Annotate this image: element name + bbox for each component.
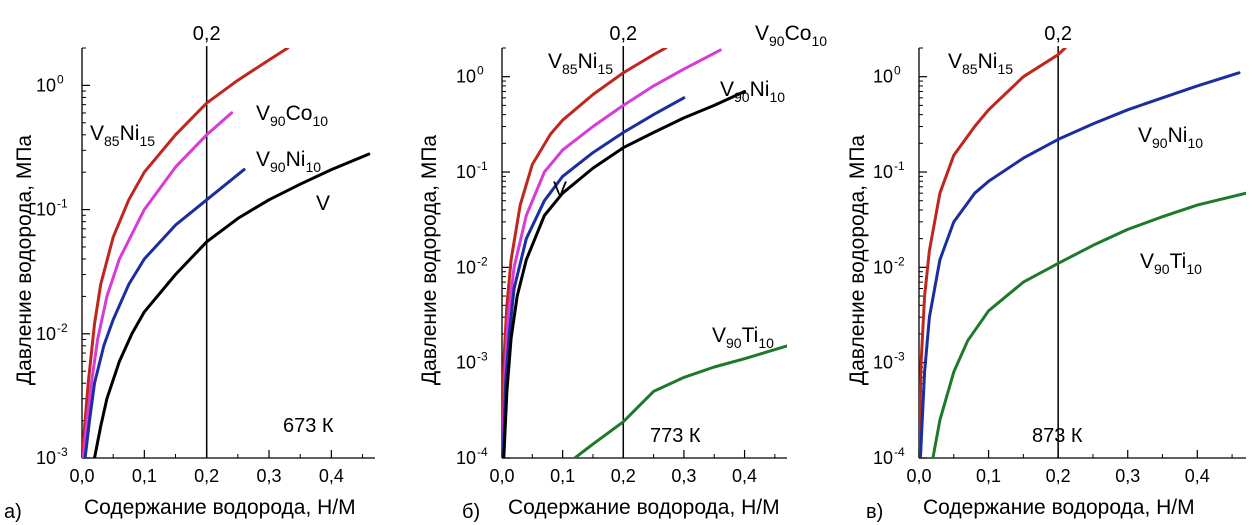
- panel-b: б) 773 К Содержание водорода, Н/М Давлен…: [418, 22, 827, 523]
- x-axis-label: Содержание водорода, Н/М: [84, 496, 356, 519]
- x-tick-label: 0,0: [906, 466, 931, 486]
- x-tick-label: 0,4: [1185, 466, 1210, 486]
- x-tick-label: 0,3: [671, 466, 696, 486]
- series-line-V90Ni10: [919, 71, 1241, 458]
- panel-label: а): [4, 501, 22, 523]
- reference-line-label: 0,2: [1044, 23, 1072, 45]
- series-label-V85Ni15: V85Ni15: [548, 50, 613, 77]
- series-line-V85Ni15: [82, 48, 290, 458]
- x-tick-label: 0,3: [257, 466, 282, 486]
- series-line-V: [93, 152, 371, 458]
- y-tick-label-exponent: -3: [894, 350, 905, 364]
- series-line-V85Ni15: [919, 48, 1067, 458]
- y-tick-label-exponent: -1: [57, 197, 68, 211]
- y-tick-label-exponent: -2: [894, 254, 905, 268]
- series-line-V90Ti10: [931, 191, 1246, 458]
- y-tick-label-exponent: -2: [57, 321, 68, 335]
- series-label-V90Ti10: V90Ti10: [1140, 250, 1202, 277]
- series-line-V90Co10: [502, 48, 722, 458]
- y-tick-label-exponent: 0: [894, 64, 901, 78]
- x-tick-label: 0,4: [319, 466, 344, 486]
- y-tick-label: 10: [873, 67, 893, 87]
- x-axis-label: Содержание водорода, Н/М: [508, 496, 780, 519]
- panel-c: в) 873 К Содержание водорода, Н/М Давлен…: [846, 23, 1246, 523]
- y-tick-label-exponent: -2: [477, 254, 488, 268]
- series-label-V: V: [316, 192, 330, 215]
- panel-label: б): [462, 501, 480, 523]
- x-tick-label: 0,2: [194, 466, 219, 486]
- panel-label: в): [866, 501, 883, 523]
- series-line-V: [502, 90, 747, 458]
- series-line-V90Ni10: [83, 168, 246, 458]
- y-axis-label: Давление водорода, МПа: [13, 135, 36, 386]
- series-label-V90Ni10: V90Ni10: [720, 78, 785, 105]
- series-group: [502, 48, 787, 458]
- y-axis-label: Давление водорода, МПа: [846, 135, 869, 386]
- y-tick-label: 10: [456, 162, 476, 182]
- x-tick-label: 0,2: [1046, 466, 1071, 486]
- y-tick-label: 10: [36, 324, 56, 344]
- y-tick-label-exponent: -1: [894, 159, 905, 173]
- y-tick-label: 10: [873, 257, 893, 277]
- series-label-V85Ni15: V85Ni15: [90, 122, 155, 149]
- y-tick-label: 10: [36, 200, 56, 220]
- y-tick-label: 10: [456, 448, 476, 468]
- series-label-V: V: [553, 178, 567, 201]
- y-tick-label: 10: [36, 448, 56, 468]
- y-tick-label-exponent: -1: [477, 159, 488, 173]
- y-tick-label-exponent: -4: [477, 445, 488, 459]
- y-tick-label: 10: [873, 353, 893, 373]
- x-tick-label: 0,0: [69, 466, 94, 486]
- series-line-V85Ni15: [502, 48, 668, 458]
- series-line-V90Ti10: [573, 344, 787, 458]
- x-axis-label: Содержание водорода, Н/М: [923, 496, 1195, 519]
- x-tick-label: 0,4: [732, 466, 757, 486]
- x-tick-label: 0,1: [132, 466, 157, 486]
- y-tick-label-exponent: -4: [894, 445, 905, 459]
- series-line-V90Ni10: [502, 96, 686, 458]
- series-line-V90Co10: [82, 111, 234, 458]
- panel-a: а) 673 К Содержание водорода, Н/М Давлен…: [4, 23, 375, 523]
- y-tick-label: 10: [873, 448, 893, 468]
- series-label-V90Ni10: V90Ni10: [256, 148, 321, 175]
- series-label-V90Co10: V90Co10: [256, 102, 328, 129]
- y-axis-label: Давление водорода, МПа: [418, 135, 441, 386]
- reference-line-label: 0,2: [193, 23, 221, 45]
- y-tick-label: 10: [36, 75, 56, 95]
- series-label-V90Ni10: V90Ni10: [1138, 124, 1203, 151]
- x-tick-label: 0,1: [976, 466, 1001, 486]
- y-tick-label-exponent: 0: [477, 64, 484, 78]
- temperature-label: 673 К: [283, 415, 334, 437]
- y-tick-label: 10: [456, 67, 476, 87]
- y-tick-label-exponent: -3: [57, 445, 68, 459]
- x-tick-label: 0,0: [489, 466, 514, 486]
- y-tick-label: 10: [873, 162, 893, 182]
- series-group: [919, 48, 1246, 458]
- x-tick-label: 0,3: [1115, 466, 1140, 486]
- y-tick-label: 10: [456, 257, 476, 277]
- y-tick-label: 10: [456, 353, 476, 373]
- y-tick-label-exponent: 0: [57, 72, 64, 86]
- temperature-label: 773 К: [650, 425, 701, 447]
- reference-line-label: 0,2: [609, 23, 637, 45]
- x-tick-label: 0,2: [611, 466, 636, 486]
- series-label-V90Co10: V90Co10: [755, 22, 827, 49]
- series-label-V85Ni15: V85Ni15: [948, 50, 1013, 77]
- y-tick-label-exponent: -3: [477, 350, 488, 364]
- series-group: [82, 48, 371, 458]
- series-label-V90Ti10: V90Ti10: [712, 324, 774, 351]
- x-tick-label: 0,1: [550, 466, 575, 486]
